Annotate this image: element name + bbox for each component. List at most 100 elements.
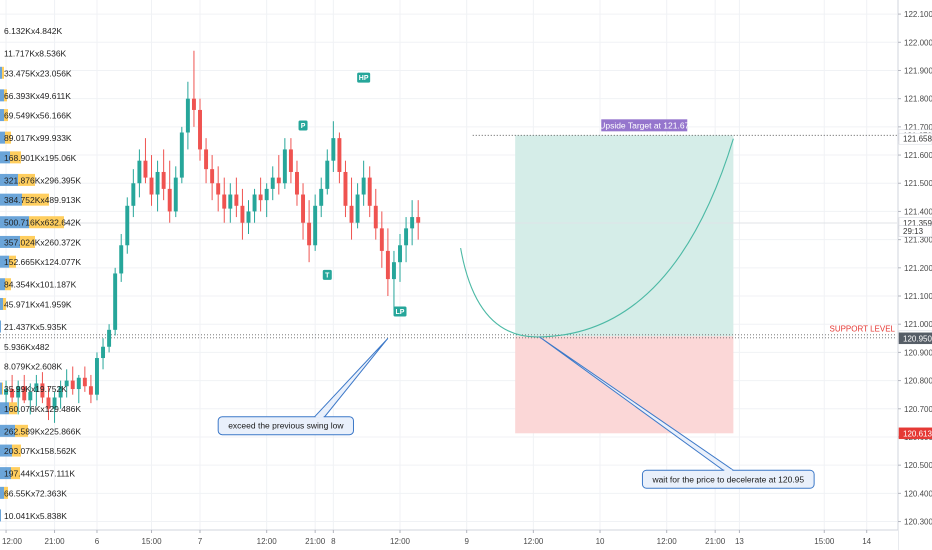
- swing-marker-box: [322, 269, 332, 280]
- time-axis[interactable]: 12:00 21:00 6 15:00 7 12:00 21:00 8 12:00 9 12:00 1…: [0, 529, 898, 550]
- candle-body: [379, 228, 384, 251]
- volume-bar-buy: [0, 467, 11, 480]
- volume-profile-label: 203.07Kx158.562K: [4, 446, 77, 456]
- callout[interactable]: wait for the price to decelerate at 120.…: [539, 336, 815, 489]
- volume-bar-buy: [0, 66, 2, 79]
- volume-profile-label: 8.079Kx2.608K: [4, 361, 62, 371]
- volume-profile-row: 66.393Kx49.611K: [0, 89, 71, 102]
- candle: [10, 374, 15, 404]
- price-tick-label: 121.800: [904, 95, 932, 104]
- volume-profile-label: 384.752Kx489.913K: [4, 195, 81, 205]
- candle-body: [64, 380, 69, 387]
- price-tag[interactable]: 29:13: [898, 225, 932, 237]
- volume-profile-label: 33.475Kx23.056K: [4, 68, 72, 78]
- candle: [270, 166, 275, 201]
- candle: [246, 200, 251, 234]
- candle: [82, 366, 87, 392]
- candle: [34, 374, 39, 406]
- volume-profile-row: 35.99Kx19.752K: [0, 382, 67, 395]
- volume-bar-sell: [9, 255, 16, 268]
- volume-profile-row: 6.132Kx4.842K: [4, 26, 62, 36]
- candle-body: [252, 194, 257, 212]
- candle-body: [125, 205, 130, 246]
- volume-profile-label: 357.024Kx260.372K: [4, 237, 81, 247]
- price-tag[interactable]: 121.658: [898, 132, 932, 145]
- volume-bar-buy: [0, 131, 5, 144]
- swing-marker[interactable]: P: [298, 120, 308, 131]
- candle: [404, 217, 409, 263]
- volume-bar-sell: [2, 66, 4, 79]
- candle-body: [210, 169, 215, 184]
- volume-profile-row: 84.354Kx101.187K: [0, 278, 77, 291]
- time-tick-label: 14: [862, 537, 871, 546]
- price-tick-label: 121.100: [904, 292, 932, 301]
- swing-marker[interactable]: HP: [357, 72, 371, 83]
- time-tick-label: 12:00: [390, 537, 411, 546]
- volume-bar-sell: [4, 109, 8, 122]
- projected-curve[interactable]: [460, 138, 734, 338]
- volume-bar-buy: [0, 297, 3, 310]
- volume-profile-row: 197.44Kx157.111K: [0, 467, 75, 480]
- candle: [95, 352, 99, 401]
- profit-zone[interactable]: [515, 135, 734, 337]
- volume-profile-row: 5.936Kx482: [4, 342, 50, 352]
- candle: [234, 177, 239, 218]
- candle: [325, 149, 330, 195]
- candle-body: [228, 194, 233, 209]
- price-tag[interactable]: 120.950: [898, 332, 932, 345]
- time-tick-label: 12:00: [2, 537, 23, 546]
- volume-bar-buy: [0, 193, 22, 206]
- volume-profile-row: 262.589Kx225.866K: [0, 424, 81, 437]
- volume-bar-sell: [12, 444, 21, 457]
- volume-bar-sell: [4, 89, 7, 102]
- candle-body: [307, 222, 312, 246]
- price-tick-label: 120.400: [904, 489, 932, 498]
- candle: [76, 374, 81, 404]
- volume-bar-buy: [0, 402, 9, 415]
- price-tag[interactable]: 120.613: [898, 427, 932, 440]
- volume-profile-row: 45.971Kx41.959K: [0, 297, 72, 310]
- volume-profile-row: 89.017Kx99.933K: [0, 131, 72, 144]
- candle: [64, 369, 69, 398]
- candle: [40, 372, 45, 404]
- volume-profile-row: 384.752Kx489.913K: [0, 193, 81, 206]
- loss-zone[interactable]: [515, 336, 734, 434]
- time-tick-label: 12:00: [257, 537, 278, 546]
- candle: [16, 380, 21, 415]
- candle-body: [155, 171, 160, 195]
- volume-bar-sell: [2, 382, 3, 395]
- volume-bar-buy: [0, 278, 5, 291]
- price-tick-label: 121.400: [904, 207, 932, 216]
- volume-bar-buy: [0, 235, 20, 248]
- candle-body: [276, 177, 281, 184]
- volume-profile-row: 500.716Kx632.642K: [0, 216, 81, 229]
- candle: [52, 391, 57, 423]
- volume-profile-label: 35.99Kx19.752K: [4, 384, 67, 394]
- candle: [107, 324, 112, 353]
- candle-body: [88, 386, 93, 395]
- candle: [276, 155, 281, 195]
- callouts: exceed the previous swing low wait for th…: [217, 336, 815, 489]
- time-tick-label: 21:00: [705, 537, 726, 546]
- swing-marker[interactable]: T: [322, 269, 332, 280]
- volume-bar-sell: [9, 402, 17, 415]
- candle-body: [410, 217, 415, 229]
- volume-profile-label: 152.665Kx124.077K: [4, 257, 81, 267]
- callout-text: wait for the price to decelerate at 120.…: [651, 474, 804, 484]
- candle-body: [361, 177, 366, 195]
- volume-bar-sell: [5, 278, 11, 291]
- swing-marker[interactable]: LP: [393, 306, 407, 317]
- volume-bar-buy: [0, 486, 4, 499]
- candle-body: [331, 138, 336, 161]
- volume-bar-sell: [15, 424, 28, 437]
- time-tick-label: 6: [95, 537, 100, 546]
- price-axis[interactable]: 120.300120.400120.500120.600120.700120.8…: [897, 0, 932, 550]
- candle-body: [119, 245, 124, 274]
- candle: [210, 155, 215, 201]
- callout[interactable]: exceed the previous swing low: [217, 337, 389, 436]
- volume-bar-sell: [18, 173, 35, 186]
- price-tag-label: 120.613: [903, 429, 932, 438]
- price-tag-box: [898, 225, 932, 237]
- candle: [22, 374, 27, 404]
